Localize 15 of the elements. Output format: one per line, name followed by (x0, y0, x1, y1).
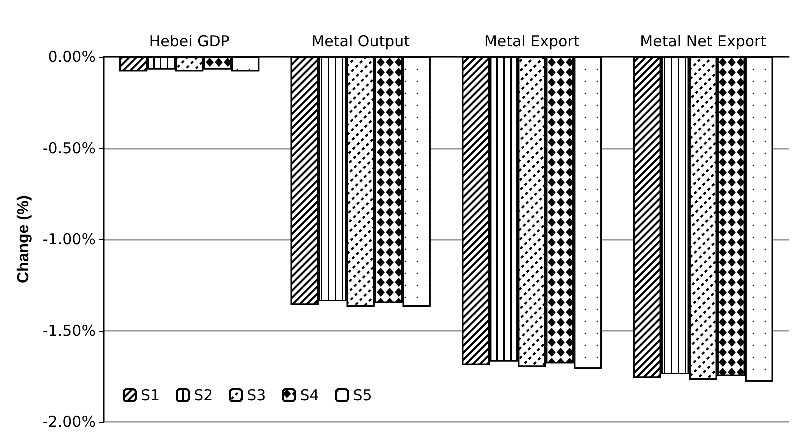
y-tick-label: -1.50% (42, 322, 96, 340)
y-tick-label: -2.00% (42, 413, 96, 431)
x-tick-label: Metal Export (484, 32, 580, 50)
legend-label: S2 (194, 386, 214, 404)
legend-label: S5 (353, 386, 372, 404)
legend-label: S3 (247, 386, 266, 404)
legend-label: S1 (141, 386, 160, 404)
y-tick-label: -0.50% (42, 139, 96, 158)
y-tick-label: 0.00% (48, 48, 96, 66)
y-axis-title: Change (%) (16, 196, 32, 284)
legend-label: S4 (300, 386, 320, 404)
x-tick-label: Metal Net Export (640, 32, 767, 50)
x-tick-label: Hebei GDP (149, 32, 230, 50)
x-tick-label: Metal Output (312, 32, 410, 50)
y-tick-label: -1.00% (42, 230, 96, 248)
